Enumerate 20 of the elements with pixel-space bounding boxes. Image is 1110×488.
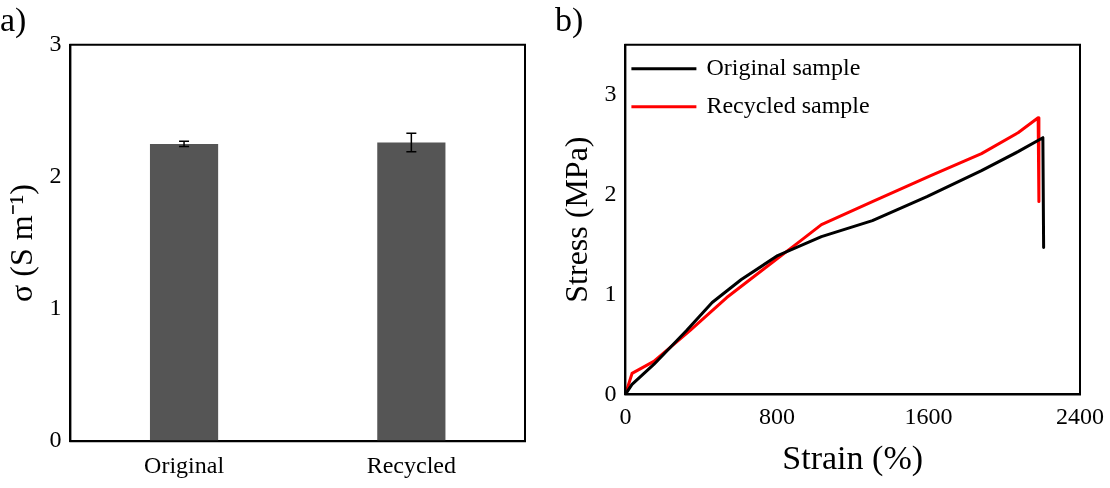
y-tick-label: 0 xyxy=(49,426,62,453)
x-tick-label: Original xyxy=(144,451,225,478)
y-tick-label: 3 xyxy=(604,80,617,107)
chart-title: a) xyxy=(0,1,27,40)
legend-label: Original sample xyxy=(706,54,861,81)
y-tick-label: 2 xyxy=(604,179,617,206)
y-tick-label: 1 xyxy=(49,294,62,321)
x-tick-label: Recycled xyxy=(366,451,456,478)
y-axis-title: Stress (MPa) xyxy=(557,136,594,303)
y-tick-label: 1 xyxy=(604,279,617,306)
x-tick-label: 1600 xyxy=(904,403,953,430)
y-axis-title: σ (S m⁻¹) xyxy=(2,184,39,302)
x-axis-title: Strain (%) xyxy=(782,438,924,477)
chart-title: b) xyxy=(555,1,584,40)
x-tick-label: 2400 xyxy=(1056,403,1104,430)
y-tick-label: 0 xyxy=(604,379,617,406)
y-tick-label: 2 xyxy=(49,162,62,189)
legend-label: Recycled sample xyxy=(706,92,870,119)
x-tick-label: 800 xyxy=(758,403,795,430)
y-tick-label: 3 xyxy=(49,30,62,57)
